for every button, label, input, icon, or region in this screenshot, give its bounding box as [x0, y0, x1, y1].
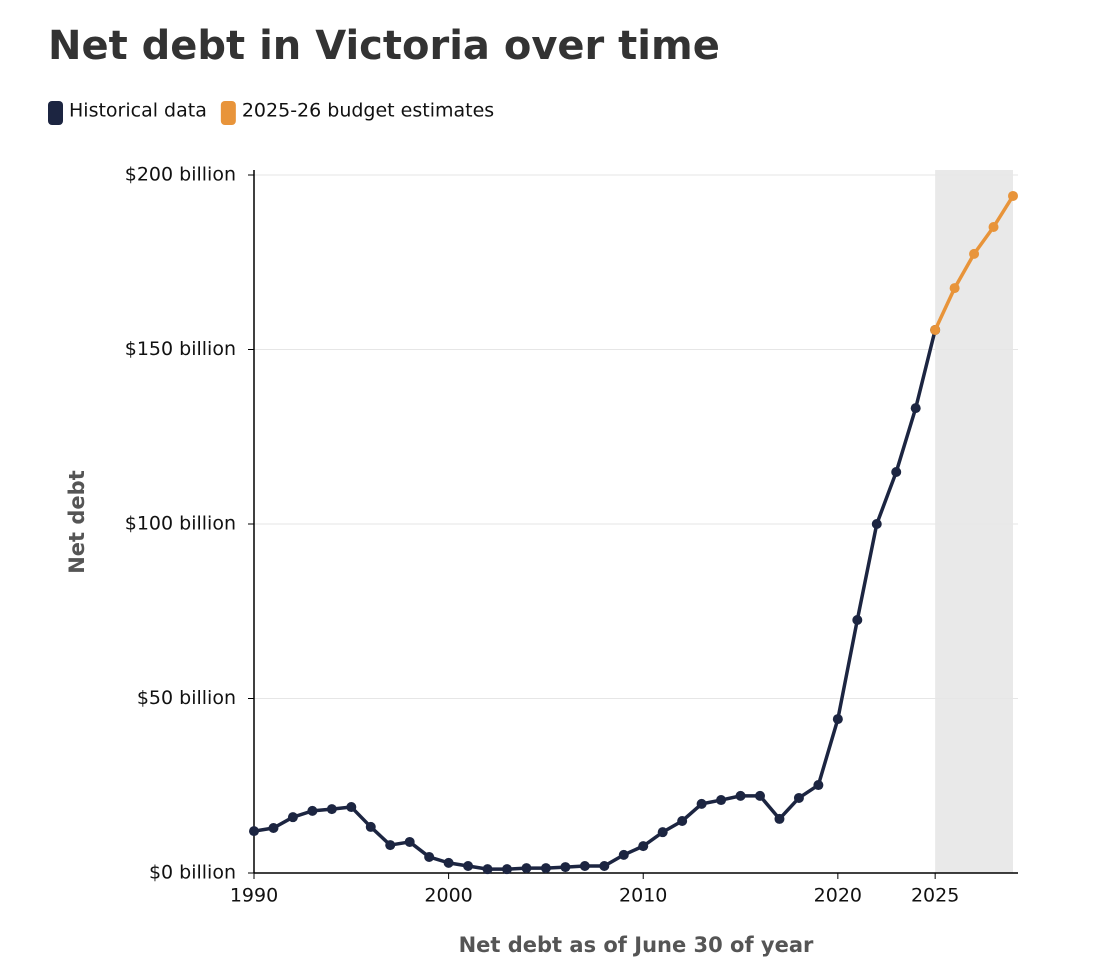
data-point — [482, 864, 493, 875]
data-point — [287, 812, 298, 823]
data-point — [618, 849, 629, 860]
data-point — [404, 836, 415, 847]
data-point — [268, 822, 279, 833]
data-point — [793, 792, 804, 803]
data-point — [677, 815, 688, 826]
data-point — [521, 863, 532, 874]
data-point — [385, 840, 396, 851]
data-point — [657, 827, 668, 838]
data-point — [949, 283, 960, 294]
data-point — [424, 851, 435, 862]
data-point — [832, 714, 843, 725]
data-point — [579, 861, 590, 872]
y-axis-title: Net debt — [65, 470, 89, 574]
data-point — [638, 841, 649, 852]
x-tick-label: 2025 — [911, 885, 959, 907]
data-point — [560, 862, 571, 873]
y-tick-label: $50 billion — [137, 687, 236, 709]
x-tick-label: 1990 — [230, 885, 278, 907]
x-tick-label: 2020 — [814, 885, 862, 907]
chart-title: Net debt in Victoria over time — [48, 23, 720, 69]
data-point — [502, 864, 512, 875]
data-point — [1008, 190, 1018, 201]
legend-swatch — [220, 101, 236, 125]
y-tick-label: $200 billion — [125, 164, 236, 186]
data-point — [696, 798, 707, 809]
data-point — [346, 802, 357, 813]
y-tick-label: $0 billion — [149, 862, 236, 884]
series-line — [253, 329, 937, 871]
legend-label: 2025-26 budget estimates — [242, 100, 494, 122]
highlight-band — [935, 170, 1013, 873]
data-point — [365, 821, 376, 832]
data-point — [540, 863, 551, 874]
legend-swatch — [48, 101, 63, 125]
data-point — [307, 805, 318, 816]
data-point — [891, 466, 902, 477]
data-point — [735, 790, 746, 801]
x-tick-label: 2000 — [424, 885, 472, 907]
x-tick-label: 2010 — [619, 885, 667, 907]
x-axis-title: Net debt as of June 30 of year — [459, 933, 814, 957]
data-point — [813, 780, 824, 791]
data-point — [988, 222, 999, 233]
data-point — [969, 248, 980, 259]
data-point — [755, 790, 765, 801]
y-tick-label: $150 billion — [125, 338, 236, 360]
data-point — [326, 804, 337, 815]
y-tick-label: $100 billion — [125, 513, 236, 535]
data-point — [871, 519, 882, 529]
data-point — [443, 857, 454, 868]
data-point — [774, 813, 785, 824]
data-point — [463, 861, 474, 872]
legend-label: Historical data — [69, 100, 207, 122]
data-point — [910, 403, 921, 414]
data-point — [852, 614, 863, 625]
data-point — [599, 861, 610, 872]
data-point — [930, 324, 941, 335]
data-point — [716, 795, 727, 806]
data-point — [249, 826, 259, 837]
